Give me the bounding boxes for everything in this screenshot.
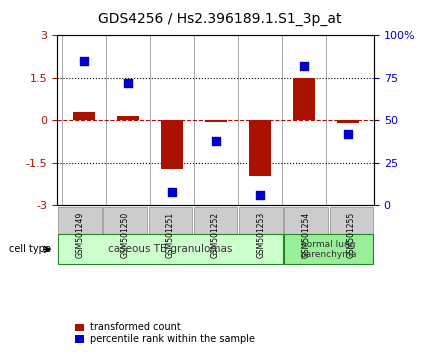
Point: [344, 131, 351, 137]
Point: [80, 58, 87, 64]
Bar: [117, 116, 139, 120]
Point: [168, 189, 175, 195]
Bar: [205, 120, 227, 122]
Text: caseous TB granulomas: caseous TB granulomas: [108, 244, 232, 255]
Text: GSM501249: GSM501249: [75, 211, 84, 258]
Text: GSM501255: GSM501255: [347, 211, 356, 258]
Text: percentile rank within the sample: percentile rank within the sample: [90, 334, 255, 344]
Text: transformed count: transformed count: [90, 322, 181, 332]
Text: GSM501252: GSM501252: [211, 211, 220, 258]
Bar: [75, 324, 84, 331]
Point: [124, 80, 131, 86]
Bar: [337, 120, 359, 123]
Text: GSM501254: GSM501254: [301, 211, 311, 258]
Text: GDS4256 / Hs2.396189.1.S1_3p_at: GDS4256 / Hs2.396189.1.S1_3p_at: [98, 12, 342, 27]
Text: normal lung
parenchyma: normal lung parenchyma: [301, 240, 357, 259]
Bar: [161, 120, 183, 169]
Text: GSM501250: GSM501250: [121, 211, 130, 258]
Text: GSM501253: GSM501253: [257, 211, 265, 258]
Bar: [284, 207, 328, 262]
Bar: [103, 207, 147, 262]
Point: [300, 63, 307, 69]
Text: cell type: cell type: [9, 244, 51, 255]
Bar: [194, 207, 237, 262]
Bar: [58, 207, 102, 262]
Bar: [73, 112, 95, 120]
Bar: [239, 207, 282, 262]
Text: GSM501251: GSM501251: [166, 211, 175, 258]
Bar: [75, 335, 84, 343]
Bar: [249, 120, 271, 176]
Bar: [330, 207, 373, 262]
Bar: [293, 78, 315, 120]
Point: [212, 138, 219, 144]
Point: [256, 192, 263, 198]
Bar: [58, 234, 282, 264]
Bar: [149, 207, 192, 262]
Bar: [284, 234, 373, 264]
